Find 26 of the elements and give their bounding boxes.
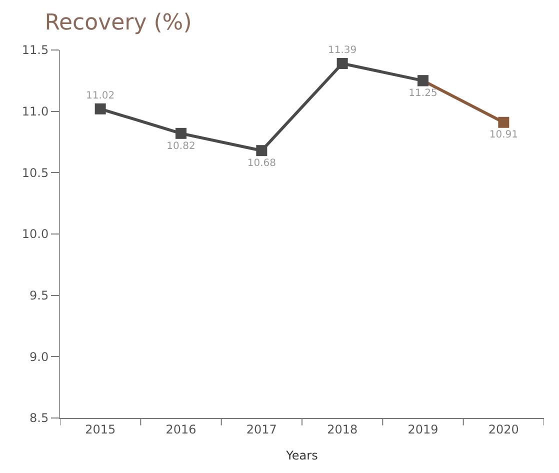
data-label: 10.68: [247, 158, 276, 169]
y-tick-label: 9.0: [30, 350, 49, 364]
x-tick-label: 2015: [85, 422, 116, 436]
data-label: 11.02: [86, 90, 115, 102]
x-tick-label: 2019: [408, 422, 438, 436]
x-tick-label: 2016: [166, 422, 196, 436]
y-tick-label: 8.5: [30, 411, 49, 426]
point: [498, 116, 510, 128]
x-tick-label: 2020: [488, 422, 519, 436]
y-tick-label: 10.0: [22, 227, 49, 242]
y-tick-label: 10.5: [22, 166, 49, 180]
chart-title: Recovery (%): [44, 10, 192, 36]
point: [256, 145, 268, 156]
y-tick-label: 11.5: [22, 43, 49, 58]
x-tick-label: 2018: [327, 422, 358, 436]
y-tick-label: 9.5: [30, 288, 49, 303]
point: [94, 103, 106, 114]
point: [176, 128, 186, 139]
data-label: 11.39: [328, 45, 357, 56]
data-label: 11.25: [408, 88, 438, 100]
point: [336, 58, 348, 69]
x-tick-label: 2017: [246, 422, 277, 436]
x-axis-title: Years: [285, 448, 318, 462]
data-label: 10.91: [489, 130, 518, 141]
data-label: 10.82: [166, 140, 196, 152]
y-tick-label: 11.0: [22, 104, 49, 119]
